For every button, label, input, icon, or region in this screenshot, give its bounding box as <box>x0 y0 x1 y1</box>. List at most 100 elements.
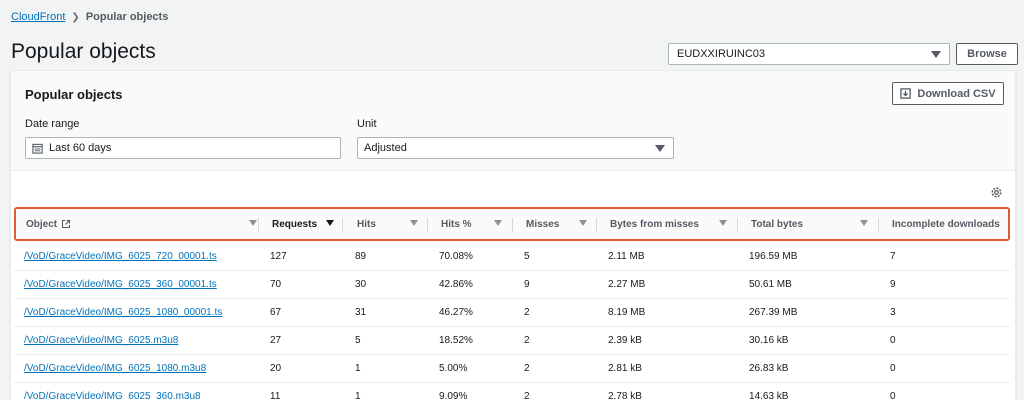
total-bytes-cell: 14.63 kB <box>749 391 789 400</box>
incomplete-downloads-cell: 3 <box>890 307 896 318</box>
sort-icon <box>579 220 587 226</box>
total-bytes-cell: 26.83 kB <box>749 363 789 374</box>
caret-down-icon <box>931 50 941 58</box>
distribution-select[interactable]: EUDXXIRUINC03 <box>668 43 950 65</box>
download-csv-label: Download CSV <box>917 87 996 100</box>
incomplete-downloads-cell: 0 <box>890 335 896 346</box>
external-link-icon <box>62 219 71 229</box>
total-bytes-cell: 30.16 kB <box>749 335 789 346</box>
misses-cell: 2 <box>524 307 530 318</box>
column-header-incomplete-downloads[interactable]: Incomplete downloads <box>892 218 1000 230</box>
table-row: /VoD/GraceVideo/IMG_6025_360_00001.ts 70… <box>14 271 1010 299</box>
column-divider <box>512 218 513 232</box>
requests-cell: 20 <box>270 363 282 374</box>
unit-select[interactable]: Adjusted <box>357 137 674 159</box>
incomplete-downloads-cell: 0 <box>890 363 896 374</box>
table-row: /VoD/GraceVideo/IMG_6025_1080.m3u8 20 1 … <box>14 355 1010 383</box>
column-divider <box>737 218 738 232</box>
column-header-total-bytes[interactable]: Total bytes <box>751 209 868 239</box>
table-header-row: Object Requests Hits Hits % Misses <box>14 207 1010 241</box>
hits-cell: 1 <box>355 391 361 400</box>
unit-select-value: Adjusted <box>364 142 407 154</box>
breadcrumb-current: Popular objects <box>85 11 169 23</box>
column-header-requests[interactable]: Requests <box>272 209 334 239</box>
sort-icon <box>719 220 727 226</box>
bytes-from-misses-cell: 2.27 MB <box>608 279 646 290</box>
object-link[interactable]: /VoD/GraceVideo/IMG_6025_720_00001.ts <box>24 251 217 262</box>
table-body: /VoD/GraceVideo/IMG_6025_720_00001.ts 12… <box>14 243 1010 400</box>
misses-cell: 9 <box>524 279 530 290</box>
sort-icon <box>249 220 257 226</box>
table-row: /VoD/GraceVideo/IMG_6025_1080_00001.ts 6… <box>14 299 1010 327</box>
hits-percent-cell: 5.00% <box>439 363 468 374</box>
object-link[interactable]: /VoD/GraceVideo/IMG_6025_360_00001.ts <box>24 279 217 290</box>
gear-icon[interactable] <box>990 186 1003 199</box>
hits-percent-cell: 42.86% <box>439 279 473 290</box>
total-bytes-cell: 50.61 MB <box>749 279 792 290</box>
bytes-from-misses-cell: 2.11 MB <box>608 251 645 262</box>
requests-cell: 27 <box>270 335 282 346</box>
column-header-hits-percent[interactable]: Hits % <box>441 209 502 239</box>
hits-cell: 30 <box>355 279 367 290</box>
sort-icon <box>860 220 868 226</box>
incomplete-downloads-cell: 9 <box>890 279 896 290</box>
breadcrumb-cloudfront-link[interactable]: CloudFront <box>11 11 66 23</box>
sort-descending-icon <box>326 220 334 226</box>
bytes-from-misses-cell: 2.39 kB <box>608 335 642 346</box>
hits-percent-cell: 18.52% <box>439 335 473 346</box>
unit-label: Unit <box>357 118 377 130</box>
object-link[interactable]: /VoD/GraceVideo/IMG_6025.m3u8 <box>24 335 179 346</box>
date-range-input[interactable]: Last 60 days <box>25 137 341 159</box>
chevron-right-icon: ❯ <box>71 11 80 23</box>
date-range-value: Last 60 days <box>49 142 112 154</box>
download-csv-button[interactable]: Download CSV <box>892 82 1004 105</box>
incomplete-downloads-cell: 0 <box>890 391 896 400</box>
column-divider <box>596 218 597 232</box>
column-divider <box>258 218 259 232</box>
browse-button[interactable]: Browse <box>956 43 1018 65</box>
sort-icon <box>494 220 502 226</box>
panel-header: Popular objects Download CSV Date range … <box>11 71 1015 171</box>
column-divider <box>342 218 343 232</box>
calendar-icon <box>32 143 43 154</box>
page-title: Popular objects <box>11 40 156 63</box>
object-link[interactable]: /VoD/GraceVideo/IMG_6025_1080_00001.ts <box>24 307 223 318</box>
popular-objects-panel: Popular objects Download CSV Date range … <box>10 70 1016 400</box>
object-link[interactable]: /VoD/GraceVideo/IMG_6025_360.m3u8 <box>24 391 201 400</box>
hits-percent-cell: 70.08% <box>439 251 473 262</box>
hits-cell: 89 <box>355 251 367 262</box>
sort-icon <box>410 220 418 226</box>
bytes-from-misses-cell: 2.78 kB <box>608 391 642 400</box>
misses-cell: 2 <box>524 391 530 400</box>
download-icon <box>900 88 912 99</box>
bytes-from-misses-cell: 8.19 MB <box>608 307 646 318</box>
table-row: /VoD/GraceVideo/IMG_6025_720_00001.ts 12… <box>14 243 1010 271</box>
misses-cell: 2 <box>524 363 530 374</box>
total-bytes-cell: 267.39 MB <box>749 307 798 318</box>
hits-percent-cell: 46.27% <box>439 307 473 318</box>
column-header-misses[interactable]: Misses <box>526 209 587 239</box>
object-link[interactable]: /VoD/GraceVideo/IMG_6025_1080.m3u8 <box>24 363 207 374</box>
caret-down-icon <box>655 144 665 152</box>
panel-title: Popular objects <box>25 87 123 102</box>
requests-cell: 127 <box>270 251 287 262</box>
requests-cell: 67 <box>270 307 282 318</box>
date-range-label: Date range <box>25 118 80 130</box>
bytes-from-misses-cell: 2.81 kB <box>608 363 642 374</box>
table-row: /VoD/GraceVideo/IMG_6025.m3u8 27 5 18.52… <box>14 327 1010 355</box>
requests-cell: 11 <box>270 391 281 400</box>
misses-cell: 5 <box>524 251 530 262</box>
requests-cell: 70 <box>270 279 282 290</box>
total-bytes-cell: 196.59 MB <box>749 251 798 262</box>
incomplete-downloads-cell: 7 <box>890 251 896 262</box>
distribution-select-value: EUDXXIRUINC03 <box>677 48 766 60</box>
column-header-object[interactable]: Object <box>26 209 257 239</box>
hits-percent-cell: 9.09% <box>439 391 468 400</box>
column-header-bytes-from-misses[interactable]: Bytes from misses <box>610 209 727 239</box>
column-divider <box>878 218 879 232</box>
hits-cell: 5 <box>355 335 361 346</box>
column-header-hits[interactable]: Hits <box>357 209 418 239</box>
hits-cell: 31 <box>355 307 367 318</box>
breadcrumb: CloudFront ❯ Popular objects <box>11 11 168 23</box>
misses-cell: 2 <box>524 335 530 346</box>
